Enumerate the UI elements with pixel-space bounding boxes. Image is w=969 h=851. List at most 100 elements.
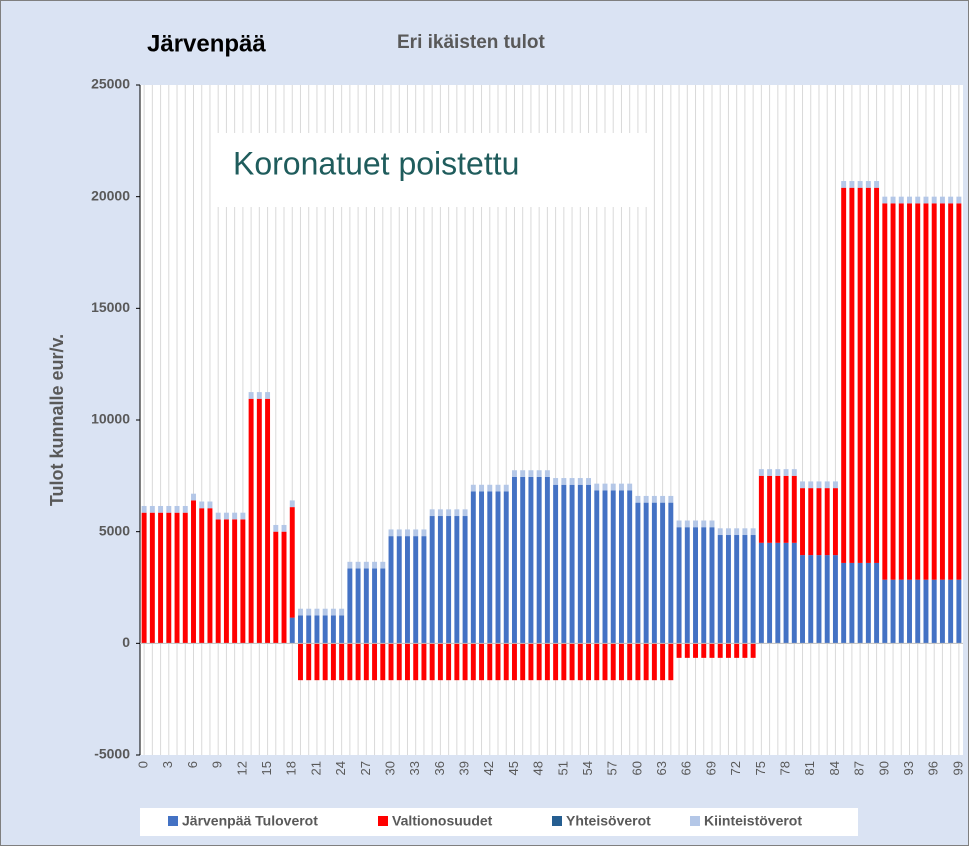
- bar-segment: [693, 527, 698, 644]
- bar-segment: [405, 643, 410, 681]
- bar-segment: [355, 568, 361, 644]
- bar-segment: [388, 536, 394, 644]
- bar-segment: [775, 542, 781, 644]
- bar-segment: [429, 509, 435, 517]
- x-tick-label: 39: [457, 761, 472, 775]
- bar-segment: [487, 491, 493, 644]
- legend-swatch: [378, 816, 388, 826]
- bar-segment: [602, 490, 608, 644]
- bar-segment: [931, 203, 937, 580]
- bar-segment: [158, 505, 164, 513]
- bar-segment: [832, 555, 838, 644]
- legend-label: Yhteisöverot: [566, 813, 651, 829]
- bar-segment: [577, 478, 583, 485]
- bar-segment: [396, 536, 402, 644]
- x-tick-label: 90: [876, 761, 891, 775]
- bar-segment: [174, 512, 180, 644]
- bar-segment: [915, 196, 921, 204]
- bar-segment: [651, 495, 657, 503]
- bar-segment: [462, 516, 468, 644]
- bar-segment: [388, 643, 394, 681]
- bar-segment: [948, 196, 954, 204]
- x-tick-label: 45: [506, 761, 521, 775]
- bar-segment: [454, 516, 460, 644]
- bar-segment: [330, 615, 336, 644]
- bar-segment: [750, 643, 756, 658]
- bar-segment: [322, 615, 328, 644]
- bar-segment: [511, 476, 517, 644]
- bar-segment: [215, 519, 221, 644]
- bar-segment: [544, 476, 550, 644]
- bar-segment: [849, 562, 855, 644]
- bar-segment: [701, 643, 707, 658]
- bar-segment: [265, 398, 271, 644]
- bar-segment: [495, 643, 501, 681]
- bar-segment: [627, 490, 633, 644]
- bar-segment: [569, 643, 575, 681]
- bar-segment: [586, 643, 592, 681]
- y-tick-label: 5000: [99, 522, 130, 538]
- bar-segment: [602, 483, 608, 491]
- legend-swatch: [168, 816, 178, 826]
- bar-segment: [446, 509, 452, 517]
- legend-label: Valtionosuudet: [392, 813, 493, 829]
- bar-segment: [569, 478, 575, 485]
- bar-segment: [380, 568, 386, 644]
- x-tick-label: 69: [703, 761, 718, 775]
- bar-segment: [808, 555, 814, 644]
- bar-segment: [684, 643, 690, 658]
- bar-segment: [380, 561, 386, 569]
- bar-segment: [874, 562, 880, 644]
- bar-segment: [939, 203, 945, 580]
- bar-segment: [898, 579, 904, 644]
- bar-segment: [240, 519, 246, 644]
- bar-segment: [372, 643, 378, 681]
- bar-segment: [314, 608, 320, 616]
- bar-segment: [758, 542, 764, 644]
- bar-segment: [643, 643, 649, 681]
- bar-segment: [882, 203, 888, 580]
- legend-swatch: [552, 816, 562, 826]
- bar-segment: [635, 502, 641, 644]
- bar-segment: [207, 508, 213, 644]
- bar-segment: [454, 643, 460, 681]
- bar-segment: [479, 491, 485, 644]
- bar-segment: [651, 643, 657, 681]
- bar-segment: [767, 542, 773, 644]
- y-tick-label: 20000: [91, 187, 130, 203]
- bar-segment: [676, 520, 682, 528]
- bar-segment: [470, 491, 476, 644]
- bar-segment: [890, 196, 896, 204]
- bar-segment: [306, 615, 312, 644]
- bar-segment: [742, 535, 748, 644]
- bar-segment: [355, 561, 361, 569]
- bar-segment: [841, 562, 847, 644]
- bar-segment: [824, 481, 830, 489]
- bar-segment: [849, 187, 855, 563]
- bar-segment: [931, 579, 937, 644]
- bar-segment: [273, 524, 279, 532]
- bar-segment: [857, 562, 863, 644]
- x-tick-label: 84: [827, 761, 842, 775]
- bar-segment: [577, 484, 583, 644]
- x-tick-label: 24: [333, 761, 348, 775]
- bar-segment: [693, 520, 698, 528]
- bar-segment: [824, 488, 830, 556]
- bar-segment: [816, 481, 822, 489]
- x-tick-label: 63: [654, 761, 669, 775]
- x-tick-label: 6: [185, 761, 200, 768]
- bar-segment: [800, 555, 805, 644]
- bar-segment: [898, 203, 904, 580]
- x-tick-label: 78: [777, 761, 792, 775]
- bar-segment: [717, 535, 723, 644]
- x-tick-label: 51: [555, 761, 570, 775]
- bar-segment: [618, 643, 624, 681]
- bar-segment: [915, 203, 921, 580]
- bar-segment: [890, 203, 896, 580]
- bar-segment: [322, 608, 328, 616]
- chart-subtitle: Eri ikäisten tulot: [397, 32, 545, 53]
- bar-segment: [668, 643, 674, 681]
- bar-segment: [314, 643, 320, 681]
- bar-segment: [594, 490, 600, 644]
- bar-segment: [273, 531, 279, 644]
